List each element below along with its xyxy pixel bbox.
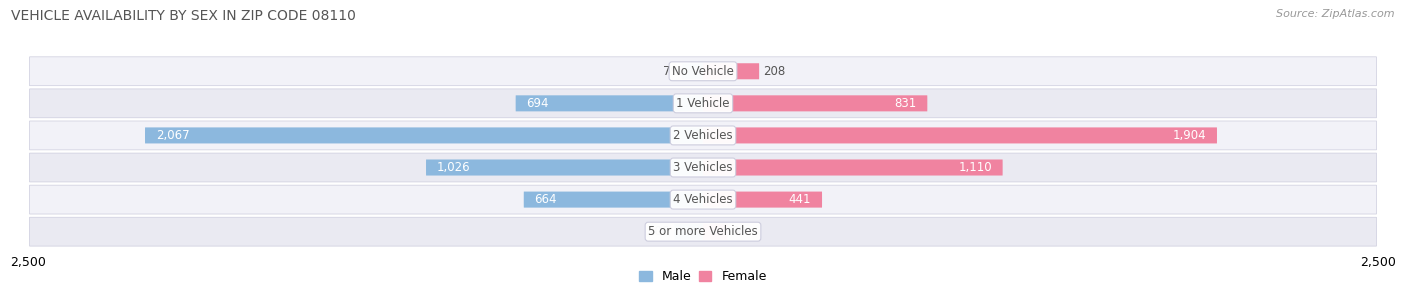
- Text: 5 or more Vehicles: 5 or more Vehicles: [648, 225, 758, 238]
- FancyBboxPatch shape: [703, 192, 823, 207]
- Text: 2 Vehicles: 2 Vehicles: [673, 129, 733, 142]
- FancyBboxPatch shape: [145, 127, 703, 144]
- FancyBboxPatch shape: [426, 159, 703, 176]
- Text: 831: 831: [894, 97, 917, 110]
- FancyBboxPatch shape: [30, 57, 1376, 86]
- Text: 1 Vehicle: 1 Vehicle: [676, 97, 730, 110]
- FancyBboxPatch shape: [703, 159, 1002, 176]
- FancyBboxPatch shape: [524, 192, 703, 207]
- FancyBboxPatch shape: [675, 224, 703, 240]
- Text: No Vehicle: No Vehicle: [672, 65, 734, 78]
- Legend: Male, Female: Male, Female: [634, 265, 772, 289]
- Text: 694: 694: [526, 97, 548, 110]
- Text: VEHICLE AVAILABILITY BY SEX IN ZIP CODE 08110: VEHICLE AVAILABILITY BY SEX IN ZIP CODE …: [11, 9, 356, 23]
- FancyBboxPatch shape: [703, 127, 1218, 144]
- Text: 441: 441: [789, 193, 811, 206]
- FancyBboxPatch shape: [30, 185, 1376, 214]
- Text: 1,110: 1,110: [959, 161, 991, 174]
- FancyBboxPatch shape: [30, 121, 1376, 150]
- FancyBboxPatch shape: [30, 89, 1376, 118]
- Text: 106: 106: [648, 225, 671, 238]
- Text: 4 Vehicles: 4 Vehicles: [673, 193, 733, 206]
- FancyBboxPatch shape: [703, 224, 727, 240]
- Text: 79: 79: [662, 65, 678, 78]
- Text: 208: 208: [763, 65, 786, 78]
- FancyBboxPatch shape: [682, 63, 703, 79]
- FancyBboxPatch shape: [703, 95, 928, 111]
- Text: 3 Vehicles: 3 Vehicles: [673, 161, 733, 174]
- FancyBboxPatch shape: [30, 153, 1376, 182]
- Text: 1,026: 1,026: [437, 161, 471, 174]
- FancyBboxPatch shape: [516, 95, 703, 111]
- Text: 90: 90: [731, 225, 747, 238]
- FancyBboxPatch shape: [703, 63, 759, 79]
- Text: Source: ZipAtlas.com: Source: ZipAtlas.com: [1277, 9, 1395, 19]
- FancyBboxPatch shape: [30, 217, 1376, 246]
- Text: 1,904: 1,904: [1173, 129, 1206, 142]
- Text: 664: 664: [534, 193, 557, 206]
- Text: 2,067: 2,067: [156, 129, 190, 142]
